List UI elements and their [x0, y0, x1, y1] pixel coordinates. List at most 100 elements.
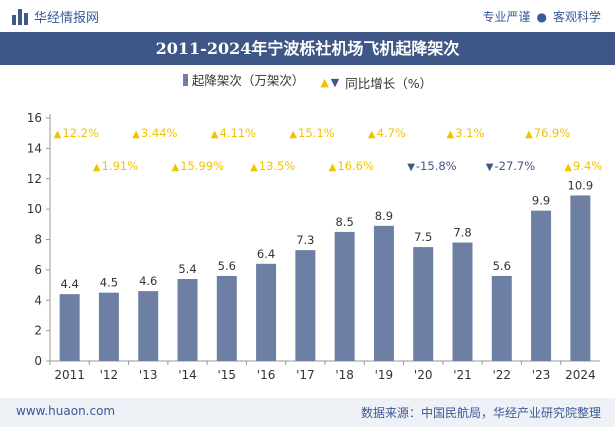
y-tick-label: 12 [27, 172, 42, 186]
growth-label-text: 4.7% [377, 126, 406, 140]
triangle-up-icon: ▲ [54, 129, 62, 140]
bar [138, 291, 159, 361]
brand-name: 华经情报网 [34, 11, 100, 26]
y-tick-label: 14 [27, 141, 42, 155]
x-tick-label: '19 [375, 368, 394, 382]
growth-label-text: 16.6% [337, 159, 374, 173]
bar-value-label: 8.9 [375, 209, 393, 223]
tagline-right: 客观科学 [552, 10, 601, 24]
x-tick-label: 2024 [565, 368, 596, 382]
triangle-up-icon: ▲ [132, 129, 140, 140]
growth-label: ▲15.1% [289, 126, 334, 140]
growth-label: ▲9.4% [564, 159, 602, 173]
x-tick-label: '22 [492, 368, 511, 382]
x-tick-label: '13 [139, 368, 158, 382]
x-tick-label: '21 [453, 368, 472, 382]
bar [491, 275, 512, 361]
bar-value-label: 10.9 [568, 178, 594, 192]
bar-value-label: 7.3 [296, 233, 314, 247]
x-tick-label: '23 [532, 368, 551, 382]
growth-label-text: 12.2% [62, 126, 99, 140]
growth-label: ▲3.44% [132, 126, 177, 140]
triangle-up-icon: ▲ [320, 75, 329, 89]
growth-label: ▼-27.7% [486, 159, 535, 173]
x-tick-label: '18 [335, 368, 354, 382]
x-tick-label: '17 [296, 368, 315, 382]
bar-value-label: 5.6 [493, 259, 511, 273]
bar [452, 242, 473, 361]
chart-title: 2011-2024年宁波栎社机场飞机起降架次 [0, 32, 615, 65]
bar [531, 210, 552, 361]
triangle-down-icon: ▼ [407, 162, 415, 173]
brand-logo-icon [12, 8, 28, 25]
brand: 华经情报网 [12, 7, 99, 26]
bar [256, 263, 277, 361]
growth-label: ▲1.91% [93, 159, 138, 173]
bar-value-label: 8.5 [335, 215, 353, 229]
legend-item-bars: 起降架次（万架次） [182, 70, 305, 89]
bar-value-label: 4.5 [100, 276, 118, 290]
growth-label: ▲3.1% [447, 126, 485, 140]
triangle-up-icon: ▲ [525, 129, 533, 140]
bar-value-label: 7.5 [414, 230, 432, 244]
x-tick-label: '16 [257, 368, 276, 382]
bar-value-label: 4.6 [139, 274, 157, 288]
growth-label-text: -15.8% [416, 159, 457, 173]
y-tick-label: 8 [34, 233, 42, 247]
tagline-left: 专业严谨 [482, 10, 531, 24]
triangle-down-icon: ▼ [486, 162, 494, 173]
growth-label-text: 76.9% [534, 126, 571, 140]
growth-label: ▲16.6% [329, 159, 374, 173]
growth-label: ▲13.5% [250, 159, 295, 173]
footer: www.huaon.com 数据来源：中国民航局，华经产业研究院整理 [0, 398, 615, 427]
growth-label-text: 9.4% [573, 159, 602, 173]
triangle-up-icon: ▲ [250, 162, 258, 173]
x-tick-label: '12 [100, 368, 119, 382]
triangle-up-icon: ▲ [329, 162, 337, 173]
growth-label: ▲15.99% [172, 159, 225, 173]
bar [570, 195, 591, 361]
y-tick-label: 0 [34, 354, 42, 368]
top-bar: 华经情报网 专业严谨 ● 客观科学 [0, 0, 615, 32]
bar [98, 292, 119, 361]
tagline: 专业严谨 ● 客观科学 [482, 8, 601, 25]
x-tick-label: '14 [178, 368, 197, 382]
tagline-separator: ● [536, 10, 547, 24]
growth-label-text: 3.1% [455, 126, 484, 140]
triangle-up-icon: ▲ [93, 162, 101, 173]
y-tick-label: 2 [34, 324, 42, 338]
growth-label-text: 15.1% [298, 126, 335, 140]
legend-item-growth: ▲ ▼ 同比增长（%） [320, 73, 432, 92]
y-tick-label: 4 [34, 293, 42, 307]
growth-label-text: -27.7% [494, 159, 535, 173]
growth-label: ▲76.9% [525, 126, 570, 140]
footer-source: 数据来源：中国民航局，华经产业研究院整理 [360, 406, 601, 420]
growth-label: ▲4.11% [211, 126, 256, 140]
bar-value-label: 4.4 [60, 277, 78, 291]
bar [59, 294, 80, 361]
x-tick-label: '15 [217, 368, 236, 382]
growth-label: ▼-15.8% [407, 159, 456, 173]
bar [216, 275, 237, 361]
bar-value-label: 5.6 [218, 259, 236, 273]
bar [373, 225, 394, 361]
bar-value-label: 5.4 [178, 262, 196, 276]
bar [295, 250, 316, 361]
bar-value-label: 9.9 [532, 194, 550, 208]
legend-bar-label: 起降架次（万架次） [191, 73, 305, 88]
y-tick-label: 16 [27, 111, 42, 125]
triangle-up-icon: ▲ [211, 129, 219, 140]
bar [334, 231, 355, 361]
growth-label-text: 1.91% [102, 159, 139, 173]
bar [413, 247, 434, 361]
bar [177, 278, 198, 361]
legend-growth-label: 同比增长（%） [345, 75, 433, 91]
chart-legend: 起降架次（万架次） ▲ ▼ 同比增长（%） [0, 70, 615, 92]
growth-label-text: 3.44% [141, 126, 178, 140]
growth-label-text: 13.5% [259, 159, 296, 173]
triangle-up-icon: ▲ [172, 162, 180, 173]
triangle-up-icon: ▲ [447, 129, 455, 140]
y-tick-label: 6 [34, 263, 42, 277]
bar-chart: 02468101214164.42011▲12.2%4.5'12▲1.91%4.… [27, 111, 603, 382]
growth-label: ▲4.7% [368, 126, 406, 140]
